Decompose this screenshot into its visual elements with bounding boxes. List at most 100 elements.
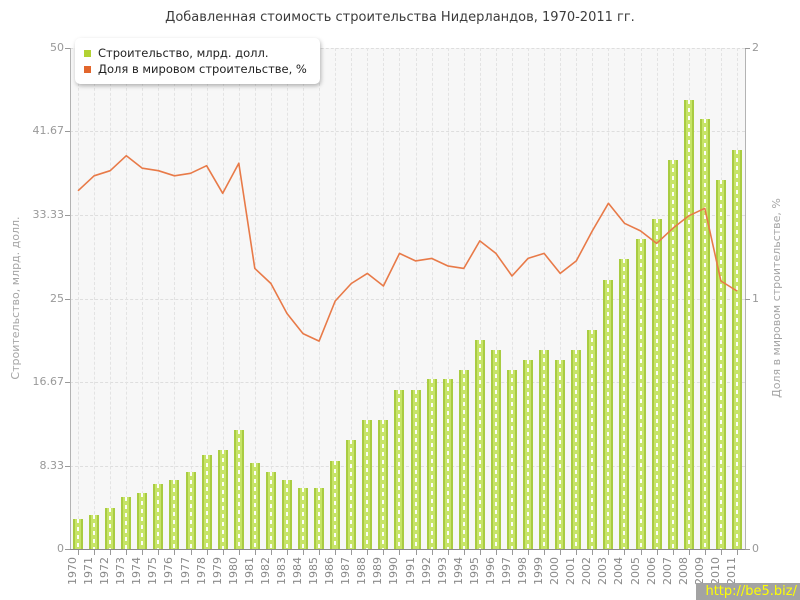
bar-1996 bbox=[490, 349, 501, 549]
x-axis-tick bbox=[190, 550, 192, 555]
x-axis-tick bbox=[383, 550, 385, 555]
bar-1985 bbox=[314, 487, 325, 549]
x-axis-year-label: 1973 bbox=[114, 557, 128, 585]
x-axis-year-label: 2008 bbox=[676, 557, 690, 585]
bar-2007 bbox=[667, 160, 678, 549]
chart-legend: Строительство, млрд. долл. Доля в мирово… bbox=[75, 38, 320, 84]
plot-area bbox=[70, 48, 745, 549]
bar-1983 bbox=[281, 479, 292, 549]
x-axis-year-label: 1979 bbox=[210, 557, 224, 585]
x-axis-tick bbox=[142, 550, 144, 555]
x-axis-tick bbox=[688, 550, 690, 555]
construction-swatch-icon bbox=[84, 49, 91, 57]
bar-1973 bbox=[121, 496, 132, 549]
x-axis-tick bbox=[576, 550, 578, 555]
x-axis-tick bbox=[720, 550, 722, 555]
left-axis-tick-label: 0 bbox=[57, 542, 64, 555]
chart-title: Добавленная стоимость строительства Ниде… bbox=[165, 10, 635, 25]
x-axis-tick bbox=[479, 550, 481, 555]
left-axis-tick bbox=[65, 48, 70, 49]
x-axis-year-label: 1988 bbox=[355, 557, 369, 585]
x-axis-tick bbox=[640, 550, 642, 555]
x-axis-year-label: 2001 bbox=[564, 557, 578, 585]
x-axis-year-label: 1974 bbox=[130, 557, 144, 585]
x-axis-year-label: 1975 bbox=[146, 557, 160, 585]
x-axis-tick bbox=[174, 550, 176, 555]
bar-1978 bbox=[201, 454, 212, 549]
bar-1981 bbox=[249, 462, 260, 549]
x-axis-year-label: 1999 bbox=[532, 557, 546, 585]
bar-1987 bbox=[346, 439, 357, 549]
right-axis-tick bbox=[745, 48, 750, 49]
x-axis-tick bbox=[78, 550, 80, 555]
x-axis-year-label: 1985 bbox=[307, 557, 321, 585]
bar-1995 bbox=[474, 339, 485, 549]
x-axis-tick bbox=[126, 550, 128, 555]
x-axis-tick bbox=[415, 550, 417, 555]
x-axis-year-label: 1995 bbox=[467, 557, 481, 585]
watermark-link[interactable]: http://be5.biz/ bbox=[696, 583, 800, 600]
left-axis-tick-label: 33.33 bbox=[32, 208, 65, 222]
x-axis-tick bbox=[94, 550, 96, 555]
legend-item-construction: Строительство, млрд. долл. bbox=[84, 45, 307, 61]
vertical-gridline bbox=[319, 48, 321, 549]
x-axis-year-label: 2000 bbox=[548, 557, 562, 585]
x-axis-tick bbox=[624, 550, 626, 555]
bar-1971 bbox=[89, 514, 100, 549]
left-axis-tick bbox=[65, 298, 70, 300]
bar-1974 bbox=[137, 492, 148, 549]
bar-2002 bbox=[587, 329, 598, 549]
bar-1992 bbox=[426, 378, 437, 549]
x-axis-year-label: 2006 bbox=[644, 557, 658, 585]
x-axis-tick bbox=[335, 550, 337, 555]
x-axis-year-label: 1990 bbox=[387, 557, 401, 585]
bar-2001 bbox=[571, 349, 582, 549]
left-axis-line bbox=[70, 48, 71, 549]
horizontal-gridline bbox=[70, 131, 745, 133]
bar-1976 bbox=[169, 479, 180, 549]
right-axis-tick-label: 0 bbox=[752, 542, 759, 555]
horizontal-gridline bbox=[70, 48, 745, 49]
vertical-gridline bbox=[78, 48, 80, 549]
x-axis-year-label: 2003 bbox=[596, 557, 610, 585]
x-axis-year-label: 1978 bbox=[194, 557, 208, 585]
x-axis-tick bbox=[544, 550, 546, 555]
vertical-gridline bbox=[303, 48, 305, 549]
left-axis-tick-label: 50 bbox=[50, 41, 64, 54]
x-axis-year-label: 1984 bbox=[291, 557, 305, 585]
x-axis-year-label: 1980 bbox=[226, 557, 240, 585]
bar-1989 bbox=[378, 419, 389, 549]
x-axis-tick bbox=[367, 550, 369, 555]
x-axis-year-label: 2007 bbox=[660, 557, 674, 585]
x-axis-year-label: 1993 bbox=[435, 557, 449, 585]
bar-2010 bbox=[715, 180, 726, 549]
left-axis-tick-label: 16.67 bbox=[32, 374, 65, 388]
x-axis-year-label: 1972 bbox=[98, 557, 112, 585]
bar-1980 bbox=[233, 429, 244, 549]
vertical-gridline bbox=[174, 48, 176, 549]
x-axis-tick bbox=[351, 550, 353, 555]
x-axis-tick bbox=[110, 550, 112, 555]
x-axis-tick bbox=[560, 550, 562, 555]
left-axis-tick bbox=[65, 549, 70, 550]
left-axis-tick bbox=[65, 465, 70, 467]
bar-1977 bbox=[185, 471, 196, 549]
x-axis-tick bbox=[736, 550, 738, 555]
left-axis-tick-label: 41.67 bbox=[32, 124, 65, 138]
x-axis-year-label: 1971 bbox=[82, 557, 96, 585]
x-axis-tick bbox=[463, 550, 465, 555]
right-axis-tick bbox=[745, 298, 750, 300]
bar-1997 bbox=[506, 369, 517, 549]
bar-2006 bbox=[651, 219, 662, 549]
left-axis-tick-label: 8.33 bbox=[39, 458, 65, 472]
vertical-gridline bbox=[126, 48, 128, 549]
horizontal-gridline bbox=[70, 215, 745, 217]
share-swatch-icon bbox=[84, 65, 91, 73]
x-axis-year-label: 1996 bbox=[483, 557, 497, 585]
bar-1988 bbox=[362, 419, 373, 549]
x-axis-year-label: 1983 bbox=[274, 557, 288, 585]
x-axis-year-label: 1987 bbox=[339, 557, 353, 585]
x-axis-tick bbox=[286, 550, 288, 555]
left-axis-tick bbox=[65, 381, 70, 383]
bar-1975 bbox=[153, 483, 164, 549]
